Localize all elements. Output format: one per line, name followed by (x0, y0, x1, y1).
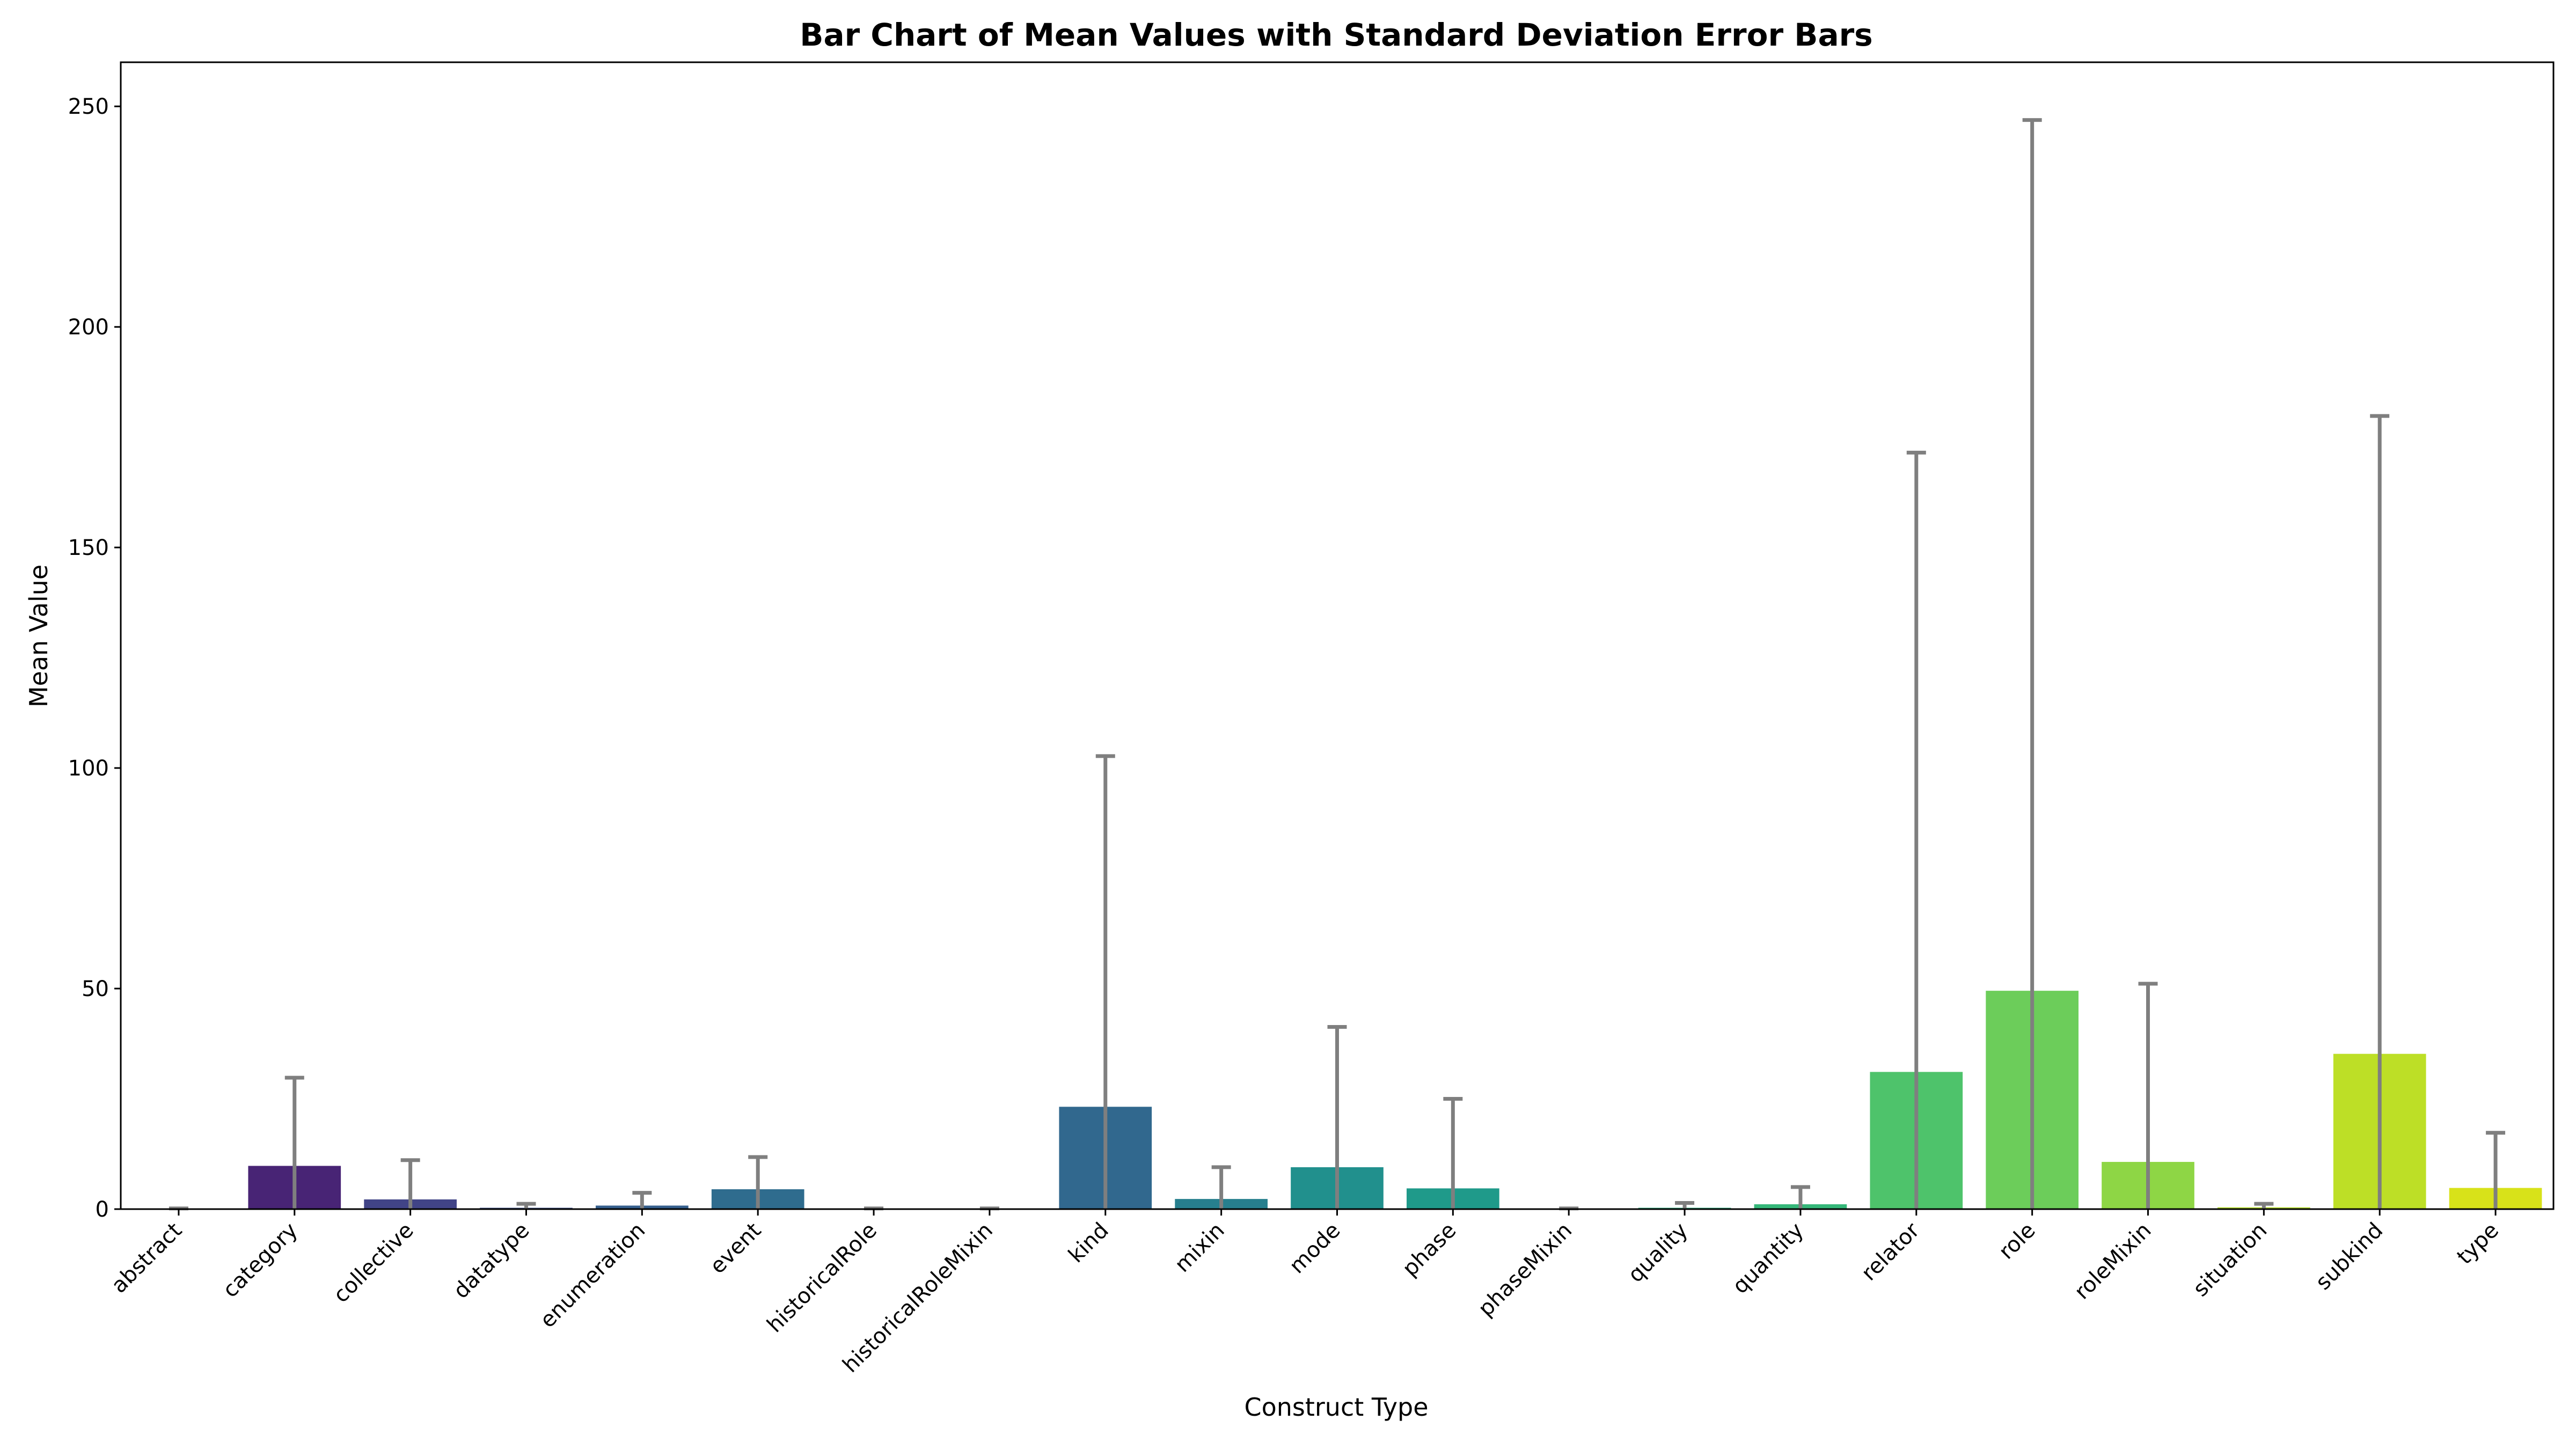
x-tick-label-relator: relator (1857, 1218, 1925, 1286)
x-tick-label-situation: situation (2189, 1218, 2272, 1302)
x-tick-label-collective: collective (329, 1218, 419, 1308)
x-tick-label-category: category (218, 1218, 303, 1303)
x-tick-label-historicalRole: historicalRole (763, 1218, 882, 1338)
chart-title: Bar Chart of Mean Values with Standard D… (800, 17, 1872, 53)
x-axis-label: Construct Type (1244, 1393, 1428, 1422)
y-tick-label-250: 250 (68, 94, 109, 119)
y-tick-label-200: 200 (68, 315, 109, 340)
x-tick-label-datatype: datatype (449, 1218, 534, 1304)
x-tick-label-phase: phase (1398, 1218, 1461, 1282)
y-tick-label-100: 100 (68, 756, 109, 781)
x-tick-label-roleMixin: roleMixin (2070, 1218, 2156, 1305)
x-tick-label-quantity: quantity (1728, 1218, 1809, 1299)
x-tick-label-abstract: abstract (107, 1218, 187, 1298)
y-axis-label: Mean Value (24, 565, 53, 707)
x-tick-label-quality: quality (1623, 1218, 1693, 1287)
x-tick-label-event: event (705, 1218, 766, 1279)
x-tick-label-type: type (2452, 1218, 2504, 1270)
error-bars-group (169, 118, 2506, 1211)
x-tick-label-subkind: subkind (2311, 1218, 2388, 1295)
x-tick-label-phaseMixin: phaseMixin (1474, 1218, 1577, 1322)
y-tick-label-50: 50 (82, 977, 109, 1001)
x-tick-label-kind: kind (1064, 1218, 1114, 1268)
x-tick-label-mixin: mixin (1170, 1218, 1229, 1277)
y-tick-label-0: 0 (96, 1197, 109, 1222)
y-axis: 0 50 100 150 200 250 (68, 94, 121, 1222)
x-tick-label-enumeration: enumeration (536, 1218, 650, 1333)
x-tick-label-role: role (1994, 1218, 2040, 1264)
x-tick-label-mode: mode (1285, 1218, 1345, 1279)
y-tick-label-150: 150 (68, 536, 109, 560)
x-axis: abstract category collective datatype enumer… (107, 1209, 2504, 1378)
